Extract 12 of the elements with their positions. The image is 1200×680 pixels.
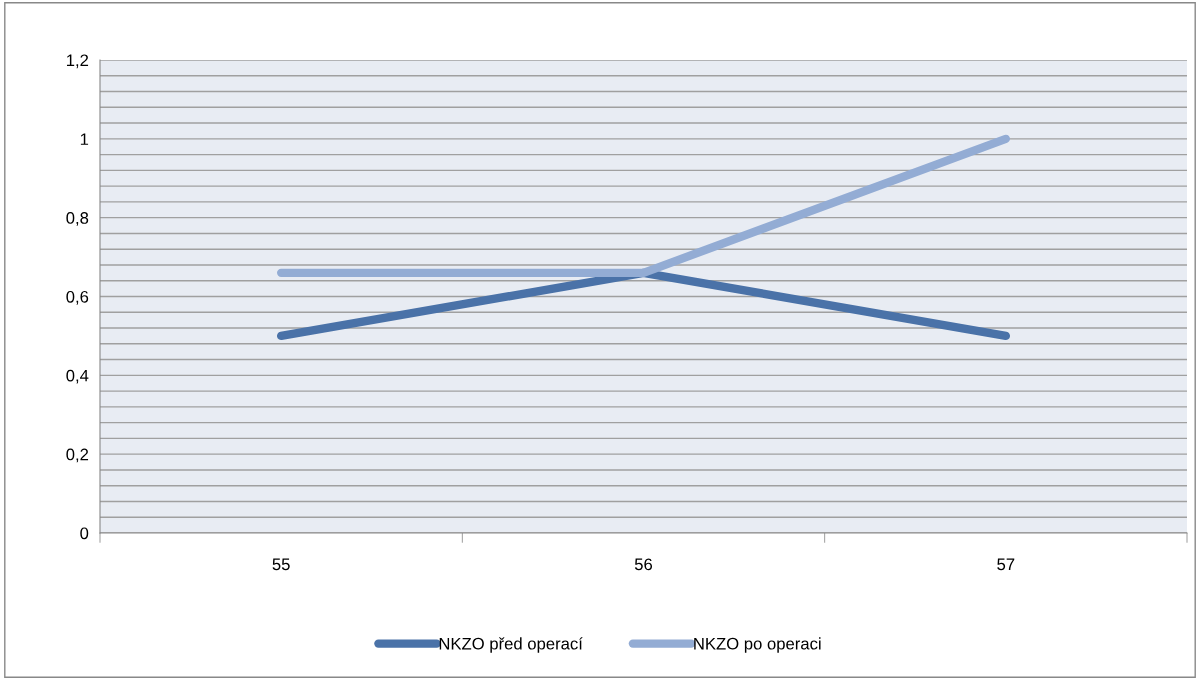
y-tick-label: 0 bbox=[80, 527, 89, 540]
x-tick-label: 57 bbox=[997, 558, 1015, 571]
x-tick-label: 56 bbox=[634, 558, 653, 571]
y-tick-label: 1 bbox=[80, 133, 89, 145]
y-tick-label: 0,2 bbox=[66, 448, 89, 463]
y-tick-label: 0,8 bbox=[66, 212, 89, 226]
x-tick-label: 55 bbox=[272, 558, 290, 571]
legend-label: NKZO po operaci bbox=[694, 637, 821, 653]
y-tick-label: 0,6 bbox=[66, 290, 89, 305]
legend-label: NKZO před operací bbox=[439, 637, 583, 653]
y-tick-label: 1,2 bbox=[66, 54, 89, 69]
y-tick-label: 0,4 bbox=[66, 369, 89, 384]
